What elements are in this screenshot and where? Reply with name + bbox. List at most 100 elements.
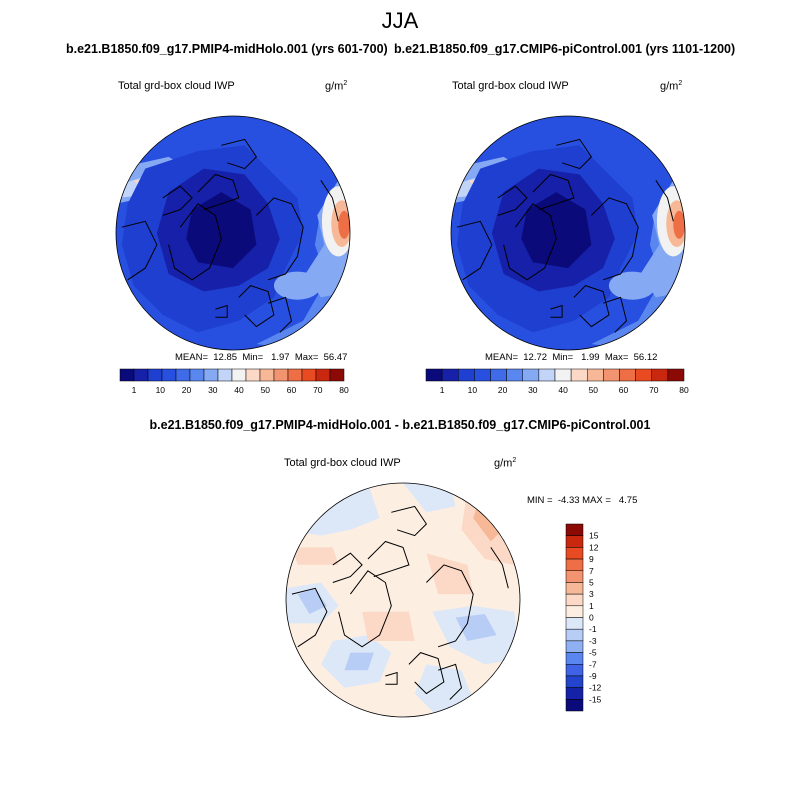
- coastline-9: [550, 304, 563, 318]
- colorbar-3-tick-label: 15: [589, 531, 599, 541]
- colorbar-3-tick-label: 5: [589, 577, 594, 587]
- panel-2-stats: MEAN= 12.72 Min= 1.99 Max= 56.12: [485, 352, 658, 363]
- coastline-7: [556, 138, 593, 170]
- coastline-3: [456, 220, 493, 281]
- colorbar-2-bin: [667, 368, 685, 382]
- colorbar-2-bin: [425, 368, 443, 382]
- colorbar-1-bin: [133, 368, 149, 382]
- colorbar-2-tick-label: 1: [440, 385, 445, 395]
- field-negative-strong-2: [344, 652, 374, 671]
- coastline-7: [221, 138, 258, 170]
- colorbar-2-bin: [522, 368, 540, 382]
- map-2-border: [450, 115, 686, 351]
- colorbar-1-bin: [147, 368, 163, 382]
- field-pacific-max: [673, 210, 685, 239]
- coastline-0: [338, 570, 392, 648]
- field-se-patch: [273, 271, 321, 300]
- field-arctic-min: [521, 192, 592, 269]
- coastline-3: [291, 587, 328, 648]
- map-1-border: [115, 115, 351, 351]
- colorbar-3-bin: [565, 675, 584, 688]
- colorbar-2-tick-label: 30: [528, 385, 538, 395]
- colorbar-3-tick-label: -9: [589, 671, 597, 681]
- coastline-8: [655, 180, 674, 222]
- colorbar-3-bin: [565, 628, 584, 642]
- colorbar-2-bin: [635, 368, 652, 382]
- colorbar-1-bin: [245, 368, 261, 382]
- colorbar-3-tick-label: -7: [589, 659, 597, 669]
- colorbar-1-tick-label: 1: [132, 385, 137, 395]
- colorbar-1-bin: [217, 368, 233, 382]
- coastline-5: [602, 296, 628, 333]
- colorbar-1-bin: [315, 368, 331, 382]
- colorbar-1-tick-label: 30: [208, 385, 218, 395]
- coastline-9: [385, 671, 398, 685]
- colorbar-3-bin: [565, 699, 584, 712]
- field-positive-1: [426, 553, 474, 595]
- colorbar-2-tick-label: 80: [679, 385, 689, 395]
- panel-3-variable-label: Total grd-box cloud IWP: [284, 457, 401, 469]
- colorbar-1-bin: [231, 368, 247, 382]
- coastline-1: [367, 540, 410, 578]
- coastline-1: [532, 173, 575, 211]
- colorbar-3-bin: [565, 582, 584, 595]
- coastline-6: [256, 197, 304, 281]
- colorbar-3-tick-label: 12: [589, 542, 599, 552]
- colorbar-1-tick-label: 40: [234, 385, 244, 395]
- colorbar-2-bin: [441, 368, 459, 382]
- colorbar-2-bin: [587, 368, 604, 382]
- colorbar-3-tick-label: -5: [589, 648, 597, 658]
- colorbar-1-bin: [175, 368, 191, 382]
- coastline-0: [168, 203, 222, 281]
- coastline-1: [197, 173, 240, 211]
- colorbar-3-tick-label: -12: [589, 683, 602, 693]
- colorbar-1: 1 10 20 30 40 50 60 70 80: [119, 368, 349, 395]
- colorbar-2-bin: [619, 368, 636, 382]
- colorbar-1-tick-label: 50: [261, 385, 271, 395]
- coastline-5: [437, 663, 463, 700]
- colorbar-1-bin: [189, 368, 205, 382]
- map-3-field: [286, 483, 520, 717]
- colorbar-1-bin: [259, 368, 275, 382]
- colorbar-1-tick-label: 10: [156, 385, 166, 395]
- colorbar-3-bin: [565, 640, 584, 653]
- colorbar-3-tick-label: 1: [589, 601, 594, 611]
- colorbar-1-bin: [273, 368, 289, 382]
- colorbar-3-bin: [565, 535, 584, 548]
- colorbar-3-tick-label: 9: [589, 554, 594, 564]
- colorbar-2-bin: [554, 368, 572, 382]
- field-negative-strong-0: [297, 588, 327, 614]
- colorbar-3-tick-label: 3: [589, 589, 594, 599]
- colorbar-2-tick-label: 50: [589, 385, 599, 395]
- colorbar-3-tick-label: -15: [589, 694, 602, 704]
- colorbar-3-bin: [565, 617, 584, 630]
- colorbar-1-tick-label: 70: [313, 385, 323, 395]
- field-se-patch: [608, 271, 656, 300]
- panel-1-units: g/m2: [325, 80, 348, 93]
- field-pacific-max: [338, 210, 350, 239]
- colorbar-3-bin: [565, 605, 584, 618]
- colorbar-3-tick-label: -1: [589, 624, 597, 634]
- coastline-4: [238, 285, 275, 328]
- colorbar-3-bin: [565, 652, 584, 665]
- colorbar-2-tick-label: 20: [498, 385, 508, 395]
- colorbar-1-bin: [161, 368, 177, 382]
- colorbar-3-bin: [565, 558, 584, 571]
- field-positive-3: [362, 611, 415, 641]
- map-3-border: [285, 482, 521, 718]
- coastline-4: [573, 285, 610, 328]
- map-1-field: [116, 116, 350, 350]
- panel-2-case-title: b.e21.B1850.f09_g17.CMIP6-piControl.001 …: [394, 42, 736, 56]
- colorbar-1-tick-label: 80: [339, 385, 349, 395]
- colorbar-1-bin: [301, 368, 317, 382]
- colorbar-3-bin: [565, 570, 584, 583]
- map-2-field: [451, 116, 685, 350]
- coastline-8: [490, 547, 509, 589]
- panel-1-stats: MEAN= 12.85 Min= 1.97 Max= 56.47: [175, 352, 348, 363]
- colorbar-1-tick-label: 20: [182, 385, 192, 395]
- coastline-8: [320, 180, 339, 222]
- coastline-2: [497, 185, 528, 216]
- coastline-4: [408, 652, 445, 695]
